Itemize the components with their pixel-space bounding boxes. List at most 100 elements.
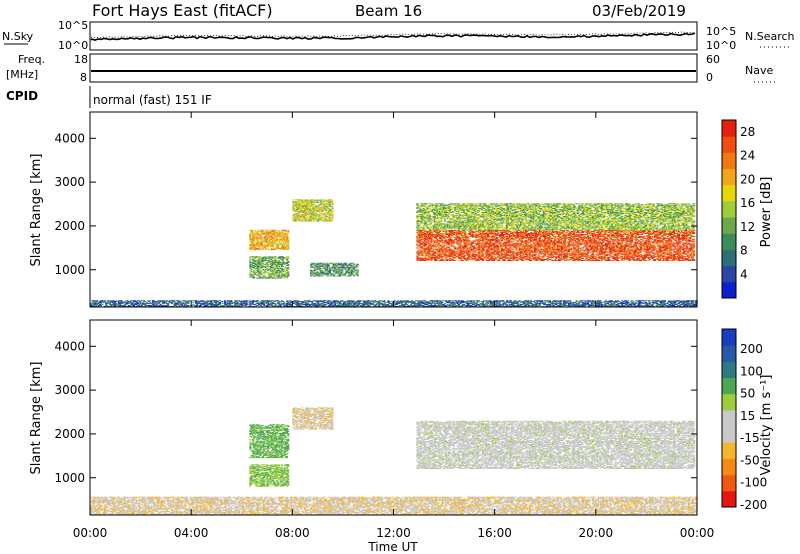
data-pixel — [353, 272, 355, 273]
data-pixel — [249, 237, 251, 238]
freq-unit-label: [MHz] — [6, 68, 38, 81]
data-pixel — [353, 264, 355, 265]
data-pixel — [263, 270, 265, 271]
data-pixel — [318, 220, 320, 221]
data-pixel — [423, 253, 425, 254]
data-pixel — [252, 234, 254, 235]
data-pixel — [332, 211, 334, 212]
data-pixel — [275, 234, 277, 235]
data-pixel — [282, 266, 284, 267]
data-pixel — [419, 257, 421, 258]
data-pixel — [435, 238, 437, 239]
data-pixel — [416, 238, 418, 239]
data-pixel — [416, 252, 418, 253]
data-pixel — [340, 264, 342, 265]
data-pixel — [258, 245, 260, 246]
data-pixel — [315, 218, 317, 219]
data-pixel — [318, 214, 320, 215]
data-pixel — [353, 266, 355, 267]
data-pixel — [272, 238, 274, 239]
data-pixel — [329, 273, 331, 274]
data-pixel — [267, 233, 269, 234]
data-pixel — [314, 263, 316, 264]
data-pixel — [284, 258, 286, 259]
data-pixel — [416, 232, 418, 233]
data-pixel — [299, 218, 301, 219]
data-pixel — [251, 249, 253, 250]
data-pixel — [433, 243, 435, 244]
data-pixel — [254, 241, 256, 242]
data-pixel — [348, 273, 350, 274]
data-pixel — [334, 273, 336, 274]
data-pixel — [313, 205, 315, 206]
data-pixel — [286, 263, 288, 264]
data-pixel — [325, 210, 327, 211]
data-pixel — [310, 205, 312, 206]
data-pixel — [256, 245, 258, 246]
data-pixel — [418, 251, 420, 252]
data-pixel — [338, 263, 340, 264]
data-pixel — [308, 200, 310, 201]
data-pixel — [327, 200, 329, 201]
data-pixel — [287, 242, 289, 243]
data-pixel — [284, 278, 286, 279]
data-pixel — [330, 212, 332, 213]
data-pixel — [342, 272, 344, 273]
data-pixel — [332, 207, 334, 208]
data-pixel — [285, 241, 287, 242]
data-pixel — [270, 275, 272, 276]
data-pixel — [294, 215, 296, 216]
data-pixel — [271, 248, 273, 249]
data-pixel — [345, 263, 347, 264]
data-pixel — [297, 208, 299, 209]
data-pixel — [320, 215, 322, 216]
data-pixel — [320, 213, 322, 214]
data-pixel — [297, 213, 299, 214]
data-pixel — [429, 243, 431, 244]
data-pixel — [253, 244, 255, 245]
data-pixel — [262, 248, 264, 249]
data-pixel — [357, 270, 359, 271]
data-pixel — [305, 212, 307, 213]
data-pixel — [332, 210, 334, 211]
data-pixel — [287, 262, 289, 263]
data-pixel — [261, 264, 263, 265]
data-pixel — [285, 230, 287, 231]
data-pixel — [330, 221, 332, 222]
data-pixel — [418, 254, 420, 255]
data-pixel — [339, 273, 341, 274]
data-pixel — [419, 238, 421, 239]
data-pixel — [262, 261, 264, 262]
data-pixel — [261, 271, 263, 272]
data-pixel — [313, 216, 315, 217]
data-pixel — [280, 271, 282, 272]
data-pixel — [281, 277, 283, 278]
data-pixel — [270, 276, 272, 277]
data-pixel — [424, 257, 426, 258]
data-pixel — [323, 271, 325, 272]
data-pixel — [271, 266, 273, 267]
data-pixel — [256, 272, 258, 273]
data-pixel — [352, 267, 354, 268]
data-pixel — [334, 275, 336, 276]
data-pixel — [301, 199, 303, 200]
data-pixel — [258, 258, 260, 259]
nsky-label: N.Sky — [2, 30, 34, 43]
data-pixel — [323, 273, 325, 274]
data-pixel — [329, 220, 331, 221]
data-pixel — [268, 269, 270, 270]
nsearch-label: N.Search — [745, 30, 795, 43]
data-pixel — [254, 266, 256, 267]
data-pixel — [257, 239, 259, 240]
data-pixel — [254, 230, 256, 231]
data-pixel — [328, 266, 330, 267]
data-pixel — [323, 201, 325, 202]
data-pixel — [303, 203, 305, 204]
nave-tick-bottom: 0 — [706, 71, 713, 84]
data-pixel — [268, 258, 270, 259]
data-pixel — [299, 219, 301, 220]
data-pixel — [285, 233, 287, 234]
data-pixel — [323, 205, 325, 206]
data-pixel — [252, 230, 254, 231]
data-pixel — [418, 259, 420, 260]
